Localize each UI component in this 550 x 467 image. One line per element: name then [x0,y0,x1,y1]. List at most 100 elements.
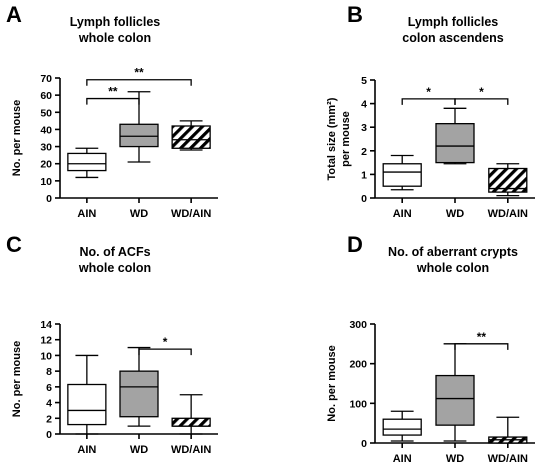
panel-a: A Lymph follicles whole colon No. per mouse… [6,2,218,220]
significance-label: * [479,85,484,99]
box-body [435,374,475,426]
significance-bracket: ** [86,66,192,86]
box-ain [382,154,422,191]
x-tick-label: AIN [393,453,412,465]
y-tick-label: 10 [40,350,52,362]
significance-label: * [163,335,168,349]
y-axis-label: Total size (mm²) [326,97,338,180]
box-wd-ain [171,394,211,435]
chart-title-line: No. of ACFs [79,245,150,259]
bracket-line [454,98,509,105]
panel-c: C No. of ACFs whole colon No. per mouse 0 2 4 6… [6,232,218,456]
x-tick-label: WD [130,444,148,456]
bracket-line [454,343,509,350]
box-wd [435,343,475,442]
chart-title-line: Lymph follicles [408,15,499,29]
box-body [119,370,159,418]
significance-bracket: * [454,85,509,105]
y-tick-label: 40 [40,124,52,136]
bracket-line [86,97,140,105]
y-tick-label: 70 [40,73,52,85]
x-tick-label: AIN [77,208,96,220]
panel-letter: C [6,232,22,257]
box-wd-ain [488,416,528,444]
y-tick-label: 2 [361,146,367,158]
box-ain [382,410,422,442]
box-body [382,163,422,187]
panel-letter: B [347,2,363,27]
y-axis-label: No. per mouse [326,345,338,421]
y-tick-label: 0 [46,429,52,441]
significance-label: ** [477,330,487,344]
y-tick-label: 20 [40,159,52,171]
chart-title-line: whole colon [416,261,489,275]
y-tick-label: 2 [46,413,52,425]
box-body [67,383,107,426]
y-tick-label: 5 [361,75,367,87]
significance-label: ** [108,85,118,99]
chart-title-line: No. of aberrant crypts [388,245,518,259]
y-tick-label: 4 [361,99,367,111]
box-wd [435,107,475,165]
x-tick-label: WD [446,208,464,220]
y-tick-label: 50 [40,107,52,119]
x-tick-label: WD [130,208,148,220]
significance-bracket: ** [454,330,509,350]
box-wd-ain [488,163,528,197]
box-body [488,167,528,193]
chart-title-line: whole colon [78,31,151,45]
chart-title-line: whole colon [78,261,151,275]
y-tick-label: 0 [361,193,367,205]
y-tick-label: 3 [361,122,367,134]
significance-bracket: * [138,335,192,356]
chart-title-line: colon ascendens [402,31,503,45]
panel-letter: D [347,232,363,257]
box-ain [67,354,107,435]
y-axis-label: No. per mouse [11,341,23,417]
significance-bracket: ** [86,85,140,105]
y-tick-label: 100 [349,398,367,410]
x-tick-label: WD/AIN [171,208,211,220]
x-tick-label: WD/AIN [171,444,211,456]
box-ain [67,147,107,179]
box-body [171,125,211,149]
bracket-line [86,79,192,86]
y-axis-label: No. per mouse [11,100,23,176]
significance-bracket: * [401,85,456,105]
significance-label: ** [134,66,144,80]
box-body [171,417,211,427]
x-tick-label: WD [446,453,464,465]
y-tick-label: 14 [40,319,52,331]
y-tick-label: 4 [46,398,52,410]
box-wd [119,346,159,427]
panel-letter: A [6,2,22,27]
box-body [435,123,475,164]
y-tick-label: 300 [349,319,367,331]
box-wd-ain [171,120,211,151]
y-tick-label: 8 [46,366,52,378]
y-tick-label: 30 [40,142,52,154]
x-tick-label: AIN [77,444,96,456]
x-tick-label: WD/AIN [488,208,528,220]
y-tick-label: 0 [46,193,52,205]
box-wd [119,91,159,163]
y-tick-label: 10 [40,176,52,188]
y-tick-label: 1 [361,169,367,181]
box-body [119,123,159,148]
box-body [67,152,107,172]
chart-title-line: Lymph follicles [70,15,161,29]
bracket-line [401,98,456,105]
bracket-line [138,348,192,356]
y-tick-label: 6 [46,382,52,394]
y-tick-label: 12 [40,335,52,347]
x-tick-label: AIN [393,208,412,220]
significance-label: * [426,85,431,99]
y-tick-label: 0 [361,438,367,450]
y-tick-label: 60 [40,90,52,102]
panel-b: B Lymph follicles colon ascendens Total siz… [326,2,535,220]
box-body [382,418,422,436]
y-axis-label: per mouse [340,111,352,167]
panel-d: D No. of aberrant crypts whole colon No. pe… [326,232,535,465]
x-tick-label: WD/AIN [488,453,528,465]
